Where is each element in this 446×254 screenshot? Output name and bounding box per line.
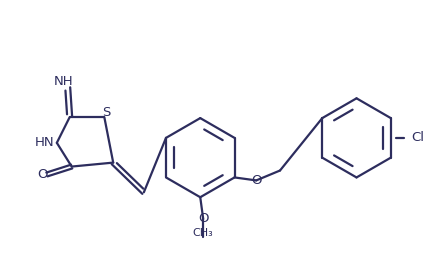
Text: HN: HN	[35, 136, 55, 149]
Text: NH: NH	[54, 75, 74, 88]
Text: S: S	[102, 106, 111, 119]
Text: O: O	[37, 168, 47, 181]
Text: Cl: Cl	[411, 131, 424, 144]
Text: O: O	[198, 213, 208, 226]
Text: O: O	[251, 174, 261, 187]
Text: CH₃: CH₃	[193, 228, 214, 238]
